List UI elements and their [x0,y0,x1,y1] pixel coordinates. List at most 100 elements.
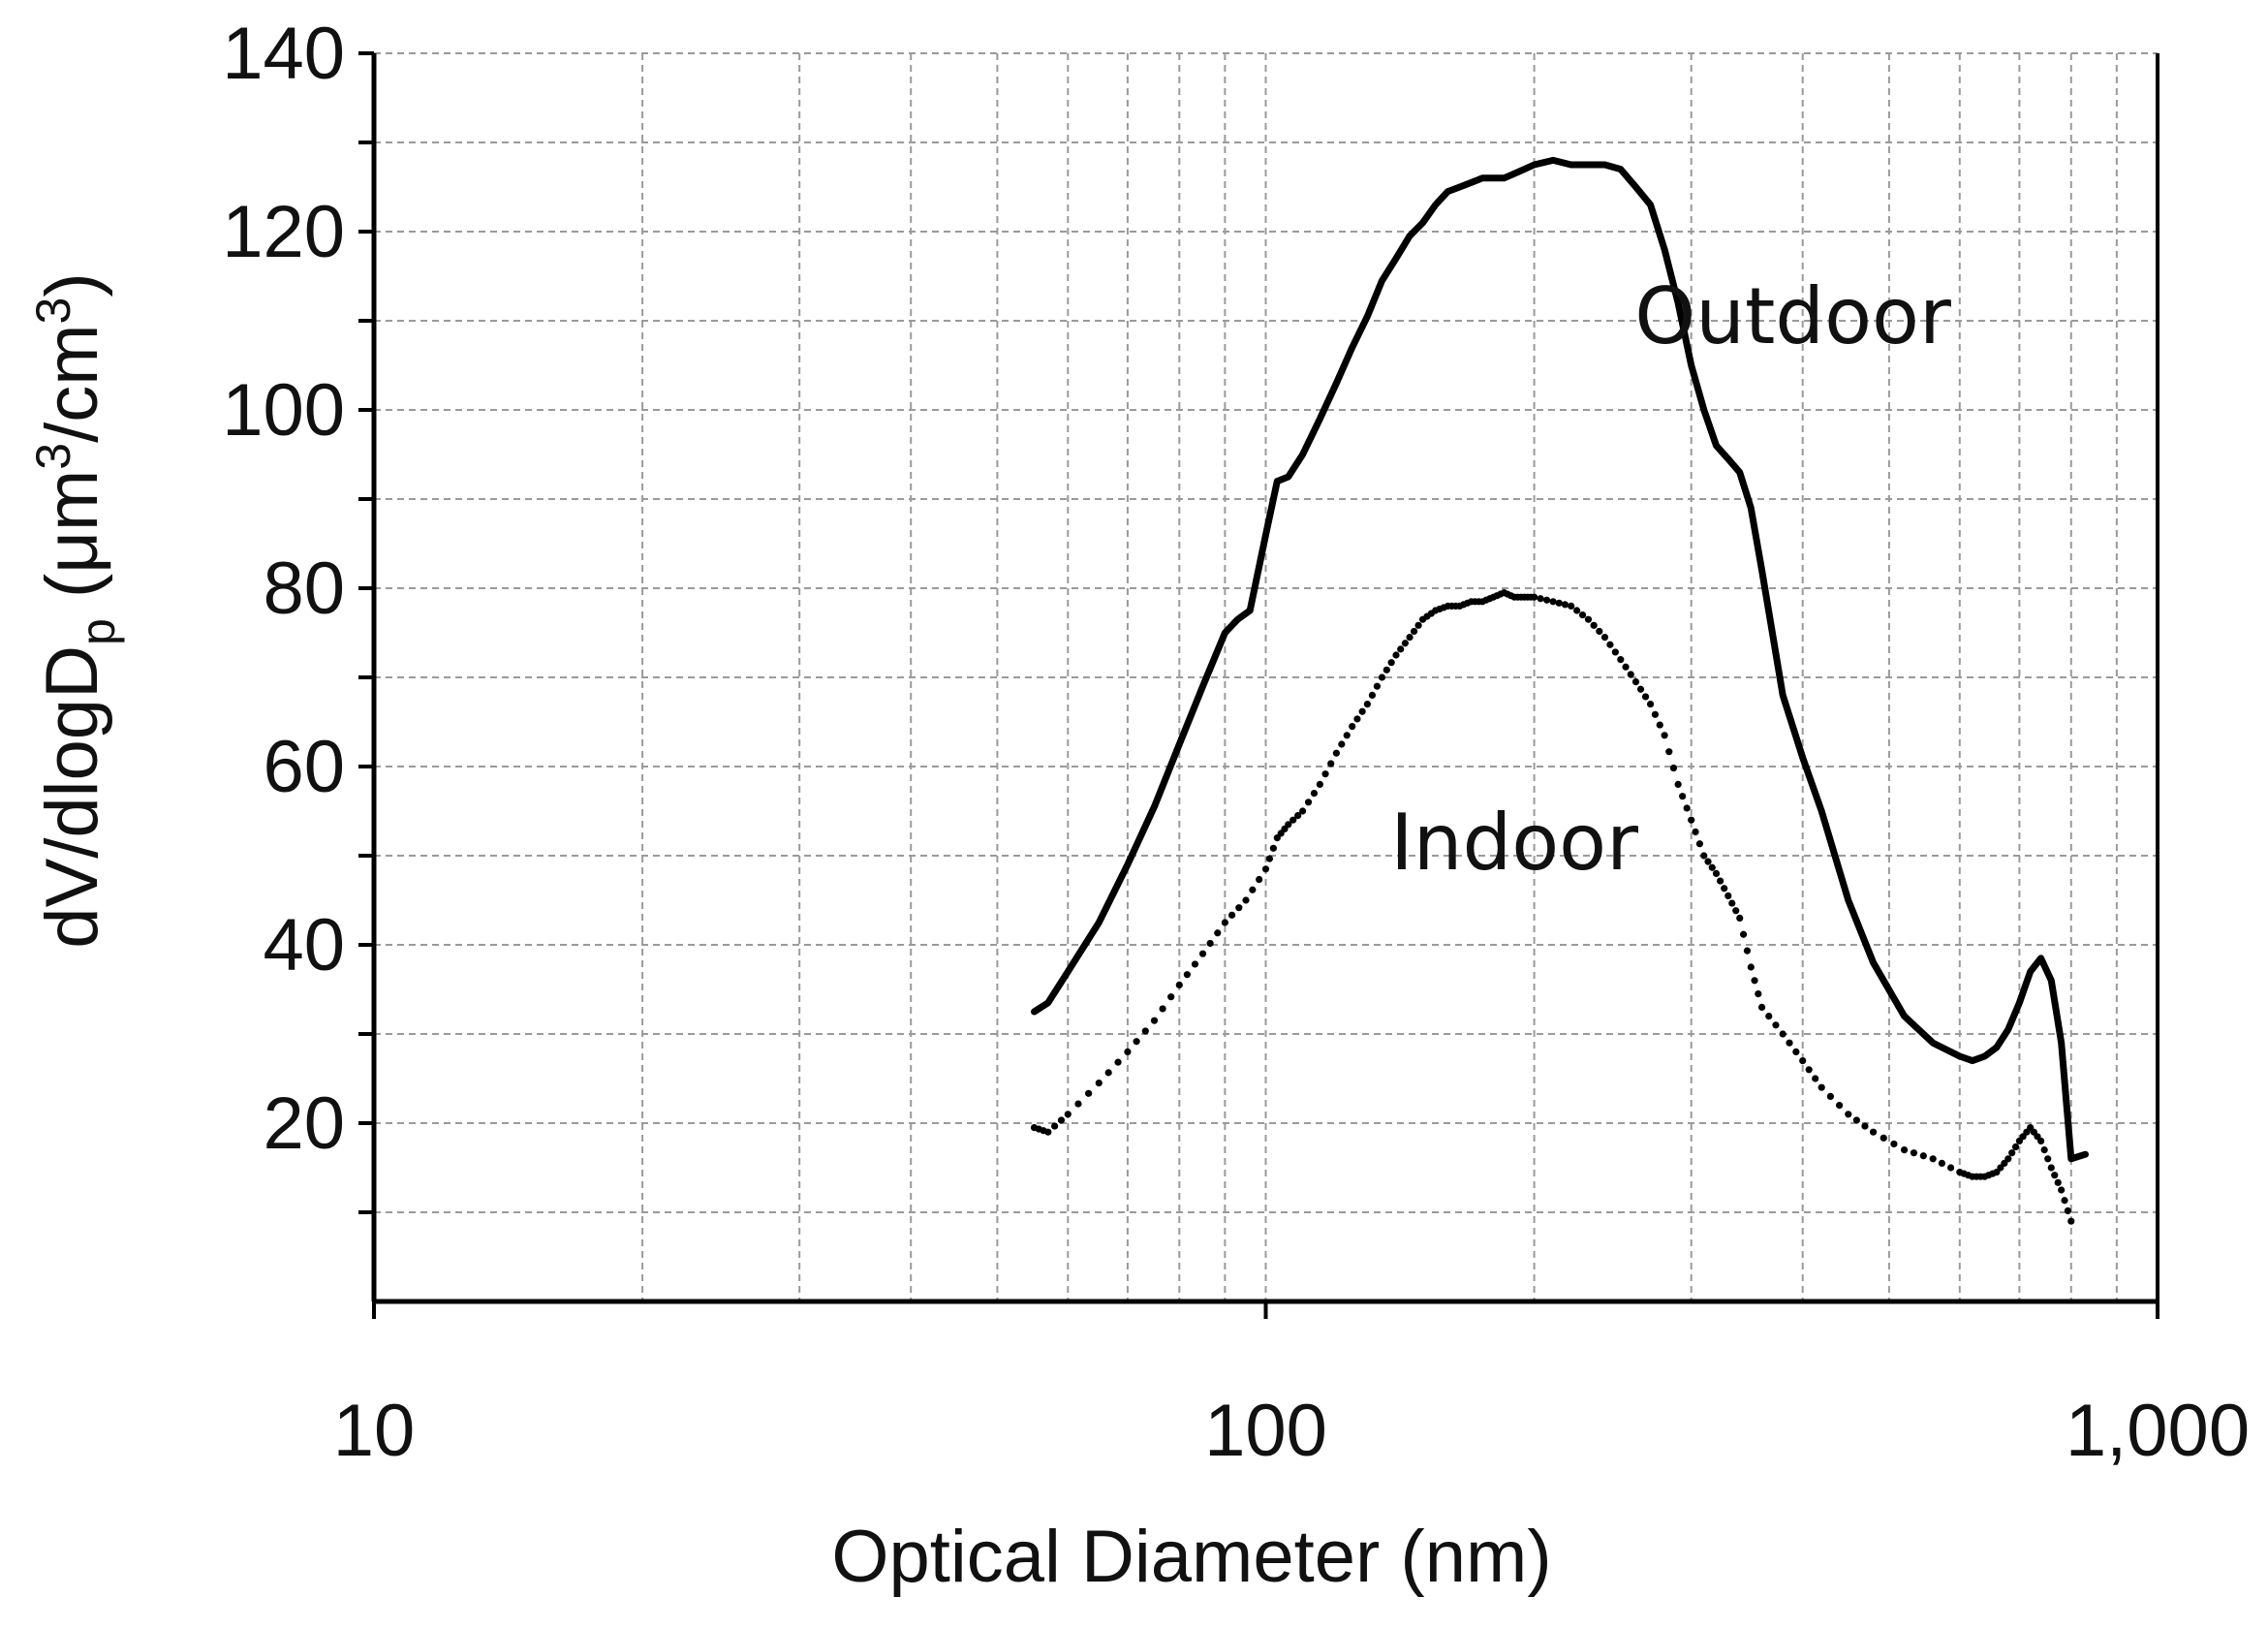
indoor-point [1755,990,1762,998]
indoor-point [1835,1102,1844,1110]
indoor-point [1401,640,1409,647]
indoor-point [1812,1075,1819,1082]
indoor-point [1590,621,1598,629]
grid [374,52,2158,1301]
indoor-point [1414,621,1422,629]
indoor-point [1900,1146,1909,1154]
annotation-outdoor: Outdoor [1634,271,1951,361]
indoor-point [1269,844,1277,852]
indoor-point [1751,977,1758,985]
indoor-point [1294,812,1302,820]
indoor-point [1826,1092,1834,1100]
indoor-point [1578,611,1587,619]
indoor-point [1363,701,1371,708]
indoor-point [1085,1089,1093,1097]
indoor-point [1606,641,1614,648]
indoor-point [1584,615,1593,623]
indoor-point [1596,627,1603,636]
indoor-point [1183,971,1191,979]
indoor-point [2054,1178,2062,1186]
indoor-point [1712,869,1721,878]
indoor-point [1206,939,1214,948]
indoor-point [2058,1186,2066,1194]
indoor-point [1772,1021,1780,1029]
indoor-point [1537,595,1544,603]
indoor-point [1765,1013,1773,1020]
indoor-point [1304,799,1313,806]
indoor-point [1044,1128,1052,1136]
indoor-point [1051,1122,1059,1130]
indoor-point [1561,601,1569,609]
indoor-point [1661,732,1668,739]
indoor-point [1064,1111,1072,1118]
y-axis-title-main: dV/dlogD [31,645,113,949]
indoor-point [1573,607,1581,614]
indoor-point [1732,907,1740,915]
y-axis-title-superscript-2: 3 [26,298,80,325]
indoor-point [2037,1137,2045,1144]
indoor-point [1747,963,1755,971]
x-axis-title: Optical Diameter (nm) [831,1516,1551,1598]
indoor-point [1358,707,1366,715]
indoor-point [2061,1197,2068,1205]
y-tick-label: 20 [263,1082,345,1165]
ticks [358,51,2159,1319]
indoor-point [1736,914,1744,923]
indoor-point [1392,651,1400,659]
indoor-point [1133,1038,1140,1046]
indoor-point [1627,671,1634,678]
indoor-point [1198,950,1207,957]
indoor-point [1167,993,1175,1001]
indoor-point [1214,929,1222,937]
indoor-point [1150,1017,1159,1024]
indoor-point [1543,596,1551,604]
y-axis-title-unit-close: ) [31,272,113,297]
indoor-point [1095,1080,1103,1087]
indoor-point [2051,1172,2059,1179]
indoor-point [1397,645,1405,653]
indoor-point [1919,1152,1927,1160]
indoor-point [1757,1003,1766,1011]
indoor-point [1861,1122,1869,1130]
indoor-point [1249,886,1257,893]
indoor-point [1651,710,1660,718]
y-axis-title-unit-open: (μm [31,470,113,619]
indoor-point [1321,770,1329,778]
indoor-point [1074,1100,1082,1108]
indoor-point [1568,602,1575,611]
indoor-point [1805,1066,1813,1074]
indoor-point [1674,780,1682,789]
indoor-point [1289,816,1297,824]
indoor-point [1327,760,1335,768]
indoor-point [1700,852,1708,860]
indoor-point [1818,1083,1825,1091]
indoor-point [1124,1048,1132,1055]
y-tick-label: 80 [263,548,345,630]
indoor-point [1227,911,1236,919]
indoor-point [1373,682,1382,690]
y-tick-label: 140 [222,13,345,95]
indoor-point [1349,723,1356,731]
labels: Optical Diameter (nm) dV/dlogDp (μm3/cm3… [26,13,2250,1598]
indoor-point [1724,892,1732,900]
indoor-point [1669,764,1678,772]
indoor-point [1261,865,1270,873]
indoor-point [1235,904,1243,912]
indoor-point [1159,1005,1166,1013]
indoor-point [1299,807,1307,815]
y-axis-title-subscript: p [71,618,125,645]
indoor-point [1641,693,1650,701]
indoor-point [1343,732,1351,739]
indoor-point [1779,1030,1786,1038]
indoor-point [1175,981,1183,989]
indoor-point [2067,1217,2075,1225]
y-tick-label: 60 [263,726,345,808]
indoor-point [2011,1143,2020,1151]
indoor-point [1929,1155,1937,1163]
y-tick-label: 100 [222,369,345,452]
indoor-point [1743,947,1752,955]
outdoor-line [1031,156,2089,1163]
indoor-point [2040,1146,2048,1154]
indoor-point [2047,1164,2055,1172]
